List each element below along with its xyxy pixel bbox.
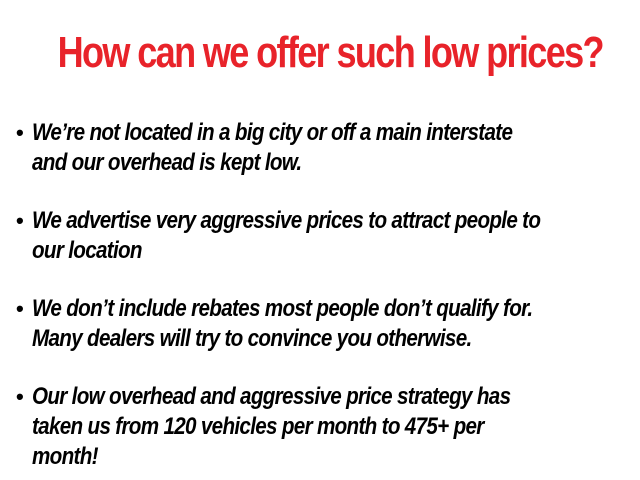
list-item: • We’re not located in a big city or off … xyxy=(16,119,512,176)
bullet-icon: • xyxy=(16,120,24,145)
bullet-icon: • xyxy=(16,296,24,321)
list-item: • We don’t include rebates most people do… xyxy=(16,295,533,352)
list-item: • Our low overhead and aggressive price s… xyxy=(16,383,511,470)
bullet-icon: • xyxy=(16,384,24,409)
bullet-icon: • xyxy=(16,208,24,233)
page-title: How can we offer such low prices? xyxy=(57,28,605,77)
list-item: • We advertise very aggressive prices to … xyxy=(16,207,541,264)
